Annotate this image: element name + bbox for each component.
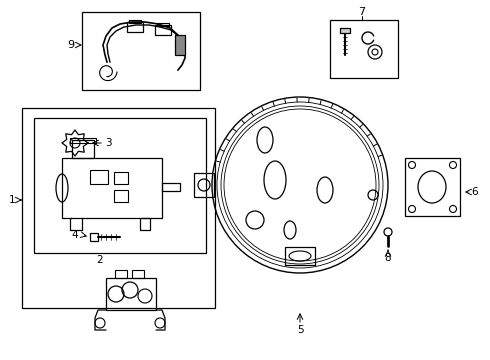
Bar xyxy=(72,140,94,158)
Bar xyxy=(330,20,398,78)
Text: 8: 8 xyxy=(385,253,392,263)
Bar xyxy=(285,247,315,265)
Bar xyxy=(70,138,96,143)
Bar xyxy=(132,270,144,278)
Bar xyxy=(405,158,460,216)
Text: 5: 5 xyxy=(296,325,303,335)
Bar xyxy=(194,173,214,197)
Bar xyxy=(34,118,206,253)
Bar xyxy=(175,35,185,55)
Bar xyxy=(114,190,128,202)
Bar xyxy=(62,158,162,218)
Bar xyxy=(162,183,180,191)
Bar xyxy=(90,233,98,241)
Bar xyxy=(155,25,171,35)
Text: 7: 7 xyxy=(359,7,366,17)
Text: 3: 3 xyxy=(105,138,111,148)
Text: 6: 6 xyxy=(472,187,478,197)
Text: 4: 4 xyxy=(72,230,78,240)
Bar xyxy=(129,20,141,23)
Bar xyxy=(115,270,127,278)
Bar xyxy=(114,172,128,184)
Bar xyxy=(157,23,169,26)
Bar xyxy=(22,108,215,308)
Bar xyxy=(106,278,156,310)
Bar xyxy=(340,28,350,33)
Bar xyxy=(82,12,200,90)
Text: 2: 2 xyxy=(97,255,103,265)
Text: 9: 9 xyxy=(68,40,74,50)
Bar xyxy=(127,22,143,32)
Bar xyxy=(90,170,108,184)
Text: 1: 1 xyxy=(9,195,15,205)
